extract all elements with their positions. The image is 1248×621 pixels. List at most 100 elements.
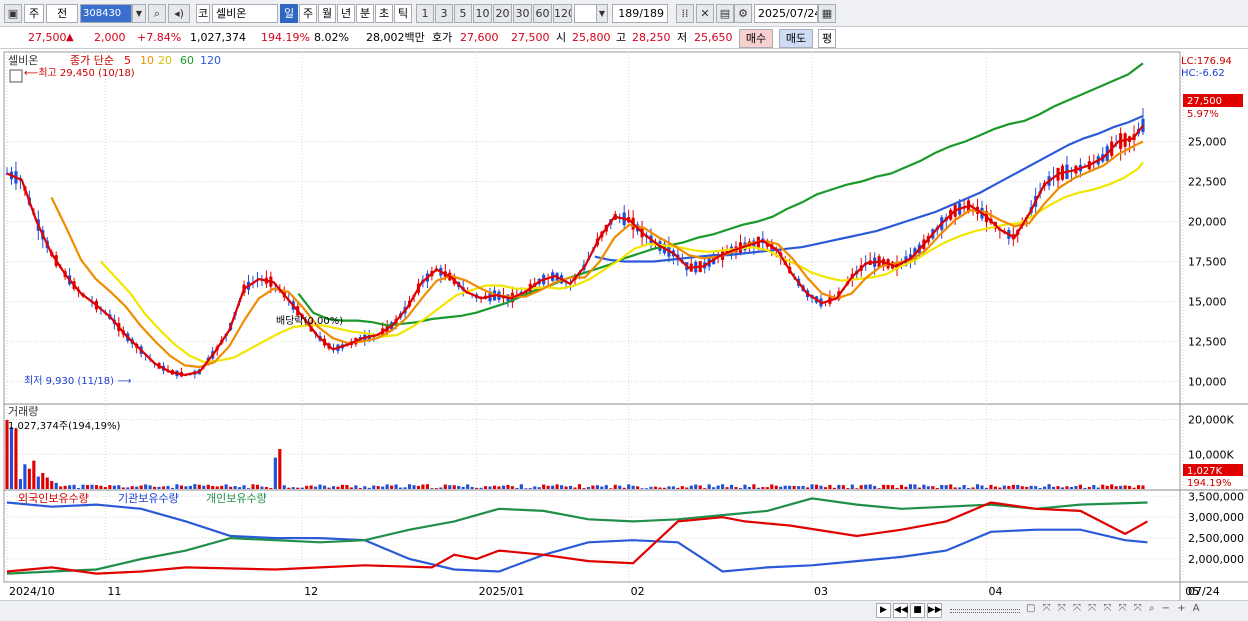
volume-bar (135, 486, 139, 489)
volume-bar (640, 488, 644, 489)
volume-bar (193, 484, 197, 489)
volume-bar (555, 484, 559, 489)
volume-bar (76, 488, 81, 489)
market-select[interactable]: 주 (24, 4, 44, 23)
volume-bar (381, 486, 385, 489)
interval-1[interactable]: 1 (416, 4, 434, 23)
period-minute-tab[interactable]: 분 (356, 4, 374, 23)
volume-tick-label: 10,000K (1188, 448, 1234, 461)
zoom-slider[interactable] (950, 609, 1020, 613)
volume-bar (814, 484, 819, 489)
period-second-tab[interactable]: 초 (375, 4, 393, 23)
volume-bar (537, 487, 541, 489)
drawing-tools-icon[interactable]: ▢ ⤧ ⤧ ⤧ ⤧ ⤧ ⤧ ⤧ ⌕ − + A (1026, 603, 1202, 614)
volume-bar (206, 484, 210, 489)
volume-bar (412, 485, 416, 489)
volume-bar (63, 485, 67, 489)
period-day-tab[interactable]: 일 (280, 4, 298, 23)
speaker-icon[interactable]: ◂) (168, 4, 190, 23)
prev-button[interactable]: 전 (46, 4, 78, 23)
calendar-icon[interactable]: ▦ (818, 4, 836, 23)
volume-bar (260, 486, 264, 489)
grid-icon[interactable]: ⁞⁞ (676, 4, 694, 23)
interval-60[interactable]: 60 (533, 4, 552, 23)
volume-bar (126, 487, 130, 489)
volume-bar (354, 485, 358, 489)
volume-bar (685, 487, 689, 489)
save-icon[interactable]: ▤ (716, 4, 734, 23)
fast-forward-icon[interactable]: ▶▶ (927, 603, 942, 618)
search-icon[interactable]: ⌕ (148, 4, 166, 23)
interval-5[interactable]: 5 (454, 4, 472, 23)
stock-name-input[interactable]: 셀비온 (212, 4, 278, 23)
volume-label: 거래량 (8, 405, 38, 418)
volume-bar (984, 487, 989, 489)
interval-20[interactable]: 20 (493, 4, 512, 23)
volume-bar (466, 484, 470, 489)
chevron-down-icon[interactable]: ▼ (132, 4, 146, 23)
interval-3[interactable]: 3 (435, 4, 453, 23)
period-tick-tab[interactable]: 틱 (394, 4, 412, 23)
volume-bar (1141, 485, 1145, 489)
volume-bar (967, 488, 971, 489)
volume-bar (81, 484, 85, 489)
quote-bar: 27,500 ▲ 2,000 +7.84% 1,027,374 194.19% … (0, 27, 1248, 49)
volume-bar (90, 484, 94, 489)
volume-bar (542, 484, 546, 489)
price-change: 2,000 (94, 31, 126, 44)
gear-icon[interactable]: ⚙ (734, 4, 752, 23)
scroll-right-icon[interactable]: ▶ (876, 603, 891, 618)
volume-bar (273, 457, 277, 489)
ma120-line (594, 114, 1144, 263)
volume-bar (823, 487, 828, 489)
volume-bar (1034, 486, 1038, 489)
period-year-tab[interactable]: 년 (337, 4, 355, 23)
volume-bar (264, 487, 268, 489)
volume-bar (676, 487, 680, 489)
rewind-icon[interactable]: ◀◀ (893, 603, 908, 618)
layout-icon[interactable]: ▣ (4, 4, 22, 23)
price-tick-label: 25,000 (1188, 136, 1227, 149)
volume-bar (1069, 486, 1074, 489)
low-annotation: 최저 9,930 (11/18) ⟶ (24, 375, 132, 387)
volume-bar (989, 484, 993, 489)
volume-bar (336, 486, 340, 489)
volume-bar (761, 487, 765, 489)
volume-bar (367, 487, 371, 489)
stock-code-input[interactable]: 308430 (80, 4, 132, 23)
stock-chart: 25,000 22,500 20,000 17,500 15,000 12,500 10,0… (3, 51, 1248, 600)
volume-bar (54, 482, 58, 489)
chevron-down-icon[interactable]: ▼ (596, 4, 608, 23)
date-input[interactable]: 2025/07/24 (754, 4, 818, 23)
evaluation-button[interactable]: 평 (818, 29, 836, 48)
interval-30[interactable]: 30 (513, 4, 532, 23)
volume-bar (949, 484, 953, 489)
volume-bar (296, 487, 300, 489)
volume-bar (305, 485, 309, 489)
volume-bar (600, 486, 604, 489)
volume-bar (958, 487, 962, 489)
interval-120[interactable]: 120 (553, 4, 572, 23)
allotment-annotation: 배당락(0.00%) (276, 315, 343, 327)
volume-bar (430, 488, 434, 489)
volume-bar (501, 485, 506, 489)
buy-button[interactable]: 매수 (739, 29, 773, 48)
volume-bar (882, 484, 886, 489)
interval-10[interactable]: 10 (473, 4, 492, 23)
period-month-tab[interactable]: 월 (318, 4, 336, 23)
indicator-icon (9, 69, 23, 83)
stop-icon[interactable]: ■ (910, 603, 925, 618)
volume-bar (801, 485, 805, 489)
volume-bar (850, 484, 854, 489)
volume-bar (188, 485, 192, 489)
volume-bar (372, 485, 376, 489)
holdings-tick-label: 2,500,000 (1188, 532, 1244, 545)
volume-bar (108, 485, 112, 489)
volume-bar (314, 486, 318, 489)
x-tick-label: 2025/01 (479, 585, 525, 598)
period-week-tab[interactable]: 주 (299, 4, 317, 23)
sell-button[interactable]: 매도 (779, 29, 813, 48)
bottom-toolbar: ▶ ◀◀ ■ ▶▶ ▢ ⤧ ⤧ ⤧ ⤧ ⤧ ⤧ ⤧ ⌕ − + A (0, 600, 1248, 621)
holdings-tick-label: 3,500,000 (1188, 490, 1244, 503)
crosshair-icon[interactable]: ✕ (696, 4, 714, 23)
